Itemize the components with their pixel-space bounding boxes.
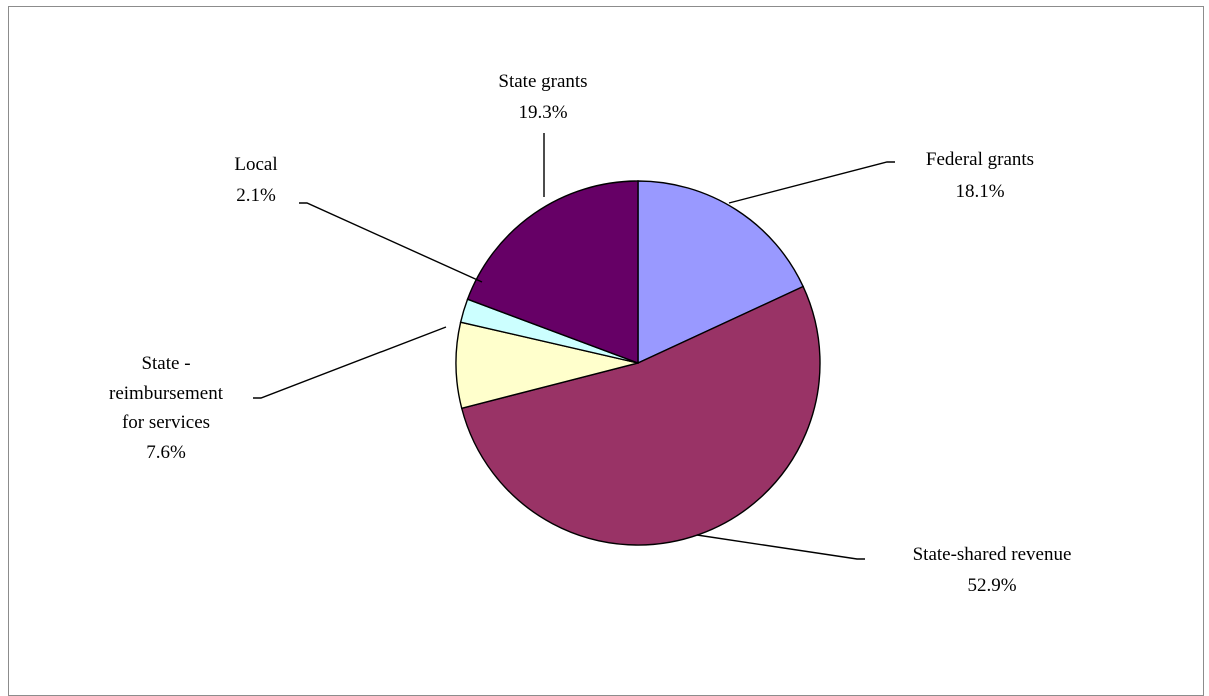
- leader-line-state-shared-revenue: [696, 534, 865, 560]
- leader-line-local: [299, 202, 483, 283]
- label-reimbursement-line3: for services: [122, 412, 210, 433]
- label-local-name: Local: [234, 154, 277, 175]
- slice-labels: Federal grants 18.1% State-shared revenu…: [109, 71, 1071, 596]
- label-reimbursement-percent: 7.6%: [146, 442, 186, 463]
- chart-frame: Federal grants 18.1% State-shared revenu…: [8, 6, 1204, 696]
- leader-line-reimbursement: [253, 326, 447, 399]
- pie-chart: Federal grants 18.1% State-shared revenu…: [109, 71, 1071, 596]
- label-state-shared-revenue-percent: 52.9%: [967, 575, 1016, 596]
- pie-slice-federal-grants: [637, 180, 805, 365]
- leader-line-federal-grants: [728, 161, 895, 204]
- label-reimbursement-line2: reimbursement: [109, 383, 224, 404]
- pie-slices: [455, 180, 821, 546]
- label-local-percent: 2.1%: [236, 185, 276, 206]
- label-reimbursement-line1: State -: [141, 353, 190, 374]
- pie-slice-state-shared-revenue: [460, 285, 821, 546]
- label-federal-grants-name: Federal grants: [926, 149, 1034, 170]
- label-federal-grants-percent: 18.1%: [955, 181, 1004, 202]
- label-state-grants-name: State grants: [498, 71, 587, 92]
- leader-lines: [253, 133, 895, 560]
- label-state-grants-percent: 19.3%: [518, 102, 567, 123]
- label-state-shared-revenue-name: State-shared revenue: [913, 544, 1072, 565]
